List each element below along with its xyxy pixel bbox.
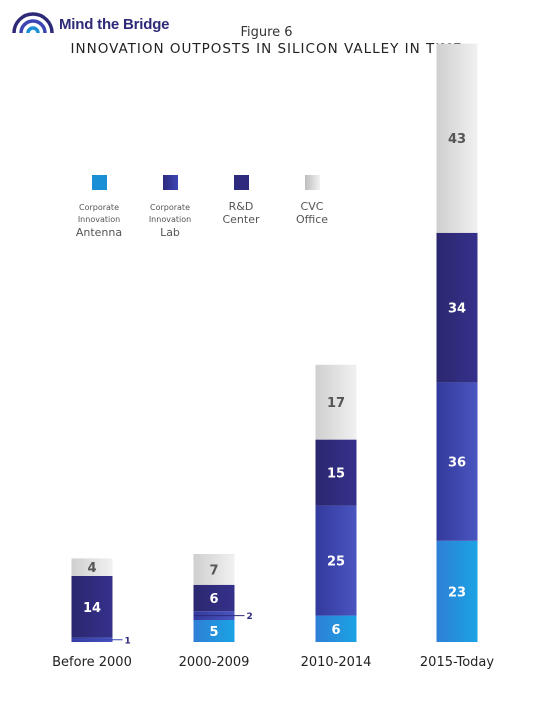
category-label-1: 2000-2009: [179, 655, 250, 670]
category-label-3: 2015-Today: [420, 655, 494, 670]
value-label-lab-3: 36: [448, 456, 466, 471]
bar-cvc-3: [436, 43, 478, 233]
bar-cvc-0: [71, 558, 113, 576]
legend-item-rd: R&D Center: [201, 175, 281, 226]
bar-cvc-2: [315, 364, 357, 440]
legend-label-antenna: Corporate Innovation Antenna: [75, 203, 123, 239]
value-label-antenna-3: 23: [448, 585, 466, 600]
legend-item-cvc: CVC Office: [272, 175, 352, 226]
value-label-cvc-2: 17: [327, 396, 345, 411]
bar-lab-2: [315, 505, 357, 616]
category-label-0: Before 2000: [52, 655, 132, 670]
bar-rd-1: [193, 584, 235, 612]
bar-antenna-2: [315, 615, 357, 642]
legend-label-rd: R&D Center: [222, 200, 260, 226]
value-label-antenna-1: 5: [209, 625, 218, 640]
value-label-rd-1: 6: [209, 592, 218, 607]
value-label-rd-0: 14: [83, 601, 101, 616]
chart-title: INNOVATION OUTPOSTS IN SILICON VALLEY IN…: [70, 41, 463, 57]
value-label-lab-1: 2: [247, 612, 253, 622]
figure-label: Figure 6: [240, 25, 293, 40]
value-label-antenna-2: 6: [331, 623, 340, 638]
bar-antenna-1: [193, 620, 235, 642]
legend-item-antenna: Corporate Innovation Antenna: [59, 175, 139, 239]
legend-item-lab: Corporate Innovation Lab: [130, 175, 210, 239]
bar-rd-3: [436, 232, 478, 383]
bar-antenna-3: [436, 540, 478, 642]
legend-swatch-antenna: [91, 175, 107, 190]
value-label-cvc-0: 4: [87, 561, 96, 576]
value-label-lab-0: 1: [125, 636, 131, 646]
bar-rd-2: [315, 439, 357, 506]
value-label-cvc-3: 43: [448, 132, 466, 147]
category-label-2: 2010-2014: [301, 655, 372, 670]
brand-logo: Mind the Bridge: [12, 9, 182, 39]
legend-swatch-cvc: [304, 175, 320, 190]
legend-label-cvc: CVC Office: [295, 200, 329, 226]
bar-lab-3: [436, 382, 478, 541]
legend-label-lab: Corporate Innovation Lab: [148, 203, 192, 239]
value-label-rd-2: 15: [327, 467, 345, 482]
legend-swatch-rd: [233, 175, 249, 190]
bar-cvc-1: [193, 554, 235, 585]
brand-name: Mind the Bridge: [59, 16, 170, 33]
value-label-lab-2: 25: [327, 555, 345, 570]
value-label-cvc-1: 7: [209, 563, 218, 578]
value-label-rd-3: 34: [448, 302, 466, 317]
legend-swatch-lab: [162, 175, 178, 190]
bar-rd-0: [71, 576, 113, 638]
bridge-arcs-icon: [12, 12, 54, 34]
